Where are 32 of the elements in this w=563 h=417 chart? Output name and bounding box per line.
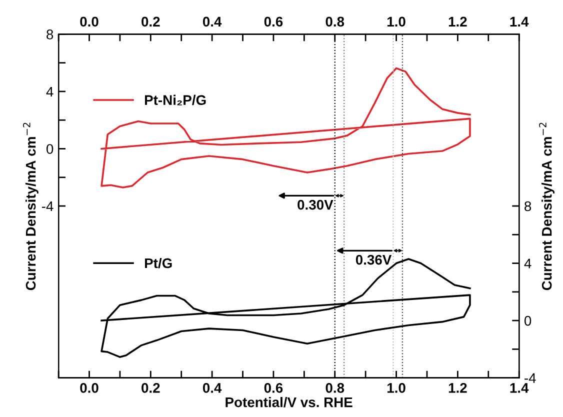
x2-tick-label: 0.2 xyxy=(142,16,160,27)
x-tick-label: 0.4 xyxy=(202,383,222,393)
x2-tick-label: 1.4 xyxy=(510,16,529,26)
text: 0.0 xyxy=(80,383,98,393)
x-tick-label: 0.8 xyxy=(326,383,344,393)
x-tick-label: 1.4 xyxy=(510,383,529,393)
x-tick-label: 0.2 xyxy=(142,383,160,393)
legend-label: Pt-Ni₂P/G xyxy=(145,94,206,106)
x-tick-label: 0.6 xyxy=(264,383,283,393)
x2-tick-label: 0.0 xyxy=(80,16,98,27)
y2-tick-label: 0 xyxy=(524,316,532,326)
annotation: 0.30V xyxy=(298,200,334,210)
y2-axis-title: Current Density/mA cm$^{−2}$ xyxy=(539,122,554,290)
y2-tick-label: 8 xyxy=(524,201,532,212)
x2-tick-label: 0.8 xyxy=(326,16,344,27)
y-axis-title: Current Density/mA cm$^{−2}$ xyxy=(23,122,38,290)
x2-tick-label: 1.0 xyxy=(388,16,406,27)
x2-tick-label: 0.6 xyxy=(264,16,283,27)
x2-tick-label: 0.4 xyxy=(202,16,222,27)
y-tick-label: 4 xyxy=(46,86,54,96)
x-axis-title: Potential/V vs. RHE xyxy=(226,397,352,408)
x2-tick-label: 1.2 xyxy=(448,16,467,26)
y2-tick-label: 4 xyxy=(524,258,532,268)
y-tick-label: 8 xyxy=(46,30,54,40)
x-tick-label: 1.0 xyxy=(388,383,406,393)
annotation: 0.36V xyxy=(356,254,392,265)
legend-label: Pt/G xyxy=(145,258,172,268)
y2-tick-label: -4 xyxy=(524,373,536,383)
line-series xyxy=(100,67,471,188)
y-tick-label: -4 xyxy=(42,201,54,212)
y-tick-label: 0 xyxy=(46,144,54,154)
x-tick-label: 1.2 xyxy=(448,383,467,393)
